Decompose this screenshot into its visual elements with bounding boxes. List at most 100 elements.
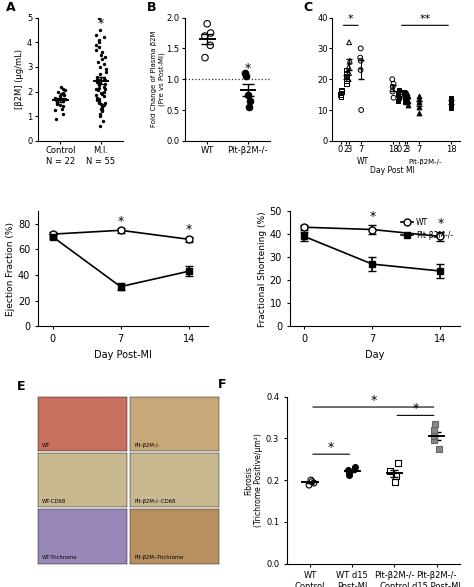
Point [430, 426, 438, 435]
Point [100, 33, 108, 42]
Point [92, 30, 100, 39]
Y-axis label: Fibrosis
(Trichrome Positive/µm²): Fibrosis (Trichrome Positive/µm²) [244, 433, 263, 527]
Point [345, 68, 353, 77]
Point [96, 25, 104, 35]
Point [60, 90, 67, 100]
Point [394, 458, 402, 468]
Point [310, 478, 318, 488]
Point [95, 83, 103, 93]
Point [404, 92, 412, 101]
Legend: WT, Plt-β2M-/-: WT, Plt-β2M-/- [398, 215, 456, 243]
Text: A: A [6, 1, 15, 15]
Point [56, 92, 64, 101]
Point [345, 75, 352, 84]
Point [401, 95, 409, 104]
Point [447, 96, 455, 106]
Point [97, 62, 104, 72]
Point [97, 104, 105, 113]
Point [337, 85, 345, 95]
Point [404, 101, 412, 110]
Point [53, 97, 61, 106]
Text: **: ** [419, 14, 430, 24]
Point [343, 68, 350, 77]
Point [308, 477, 316, 487]
Point [56, 100, 64, 110]
Point [53, 114, 60, 123]
Point [99, 89, 106, 99]
Point [392, 477, 399, 487]
Point [59, 102, 67, 111]
Point [100, 100, 108, 110]
Point [97, 99, 105, 109]
Point [357, 43, 365, 53]
Point [245, 102, 253, 112]
Point [403, 97, 410, 107]
Point [52, 96, 60, 105]
Point [337, 89, 345, 98]
Text: *: * [369, 210, 375, 223]
Point [431, 419, 439, 429]
Point [394, 89, 402, 98]
Point [357, 105, 365, 114]
Point [343, 79, 350, 89]
Text: Day Post MI: Day Post MI [371, 166, 415, 175]
Point [93, 93, 100, 102]
Point [390, 79, 397, 89]
Text: Plt-β2M-/-·CD68: Plt-β2M-/-·CD68 [134, 499, 175, 504]
Point [93, 75, 100, 84]
Point [430, 436, 438, 445]
Point [203, 19, 211, 28]
Text: *: * [348, 14, 354, 24]
Point [95, 78, 103, 87]
Point [95, 97, 103, 106]
Y-axis label: Fractional Shortening (%): Fractional Shortening (%) [258, 211, 267, 326]
Point [207, 41, 214, 50]
Point [337, 92, 345, 101]
Point [96, 70, 103, 79]
X-axis label: Day: Day [365, 349, 384, 359]
Y-axis label: Ejection Fraction (%): Ejection Fraction (%) [6, 222, 15, 316]
Point [307, 475, 315, 485]
Point [95, 80, 102, 90]
Point [95, 35, 103, 45]
Point [343, 65, 350, 75]
Point [394, 90, 402, 99]
Point [447, 99, 455, 109]
Text: WT-Trichrome: WT-Trichrome [42, 555, 77, 560]
Point [94, 58, 102, 67]
Point [388, 75, 396, 84]
Point [357, 56, 365, 65]
Point [416, 109, 423, 118]
Point [95, 95, 102, 104]
Text: *: * [412, 402, 419, 415]
Point [389, 82, 396, 92]
Point [390, 93, 397, 102]
Point [61, 86, 68, 95]
Point [96, 122, 103, 131]
Point [100, 87, 108, 96]
Point [93, 77, 101, 86]
Point [92, 90, 100, 100]
Point [401, 87, 408, 96]
Text: *: * [370, 394, 376, 407]
Point [59, 97, 67, 106]
Point [430, 431, 438, 441]
Point [95, 38, 102, 47]
Point [92, 40, 100, 49]
Point [98, 88, 105, 97]
Text: WT-CD68: WT-CD68 [42, 499, 66, 504]
Point [400, 89, 408, 98]
Point [92, 45, 100, 55]
Text: F: F [218, 378, 226, 392]
Point [242, 68, 249, 77]
Point [346, 467, 353, 477]
Point [53, 98, 61, 107]
Point [99, 103, 106, 112]
Point [98, 102, 106, 111]
Text: *: * [98, 17, 104, 31]
Y-axis label: Fold Change of Plasma β2M
(Pre vs Post-MI): Fold Change of Plasma β2M (Pre vs Post-M… [151, 31, 165, 127]
Text: Plt-β2M-/-: Plt-β2M-/- [134, 443, 159, 447]
Point [246, 96, 254, 106]
Point [58, 104, 65, 113]
Point [51, 93, 59, 102]
